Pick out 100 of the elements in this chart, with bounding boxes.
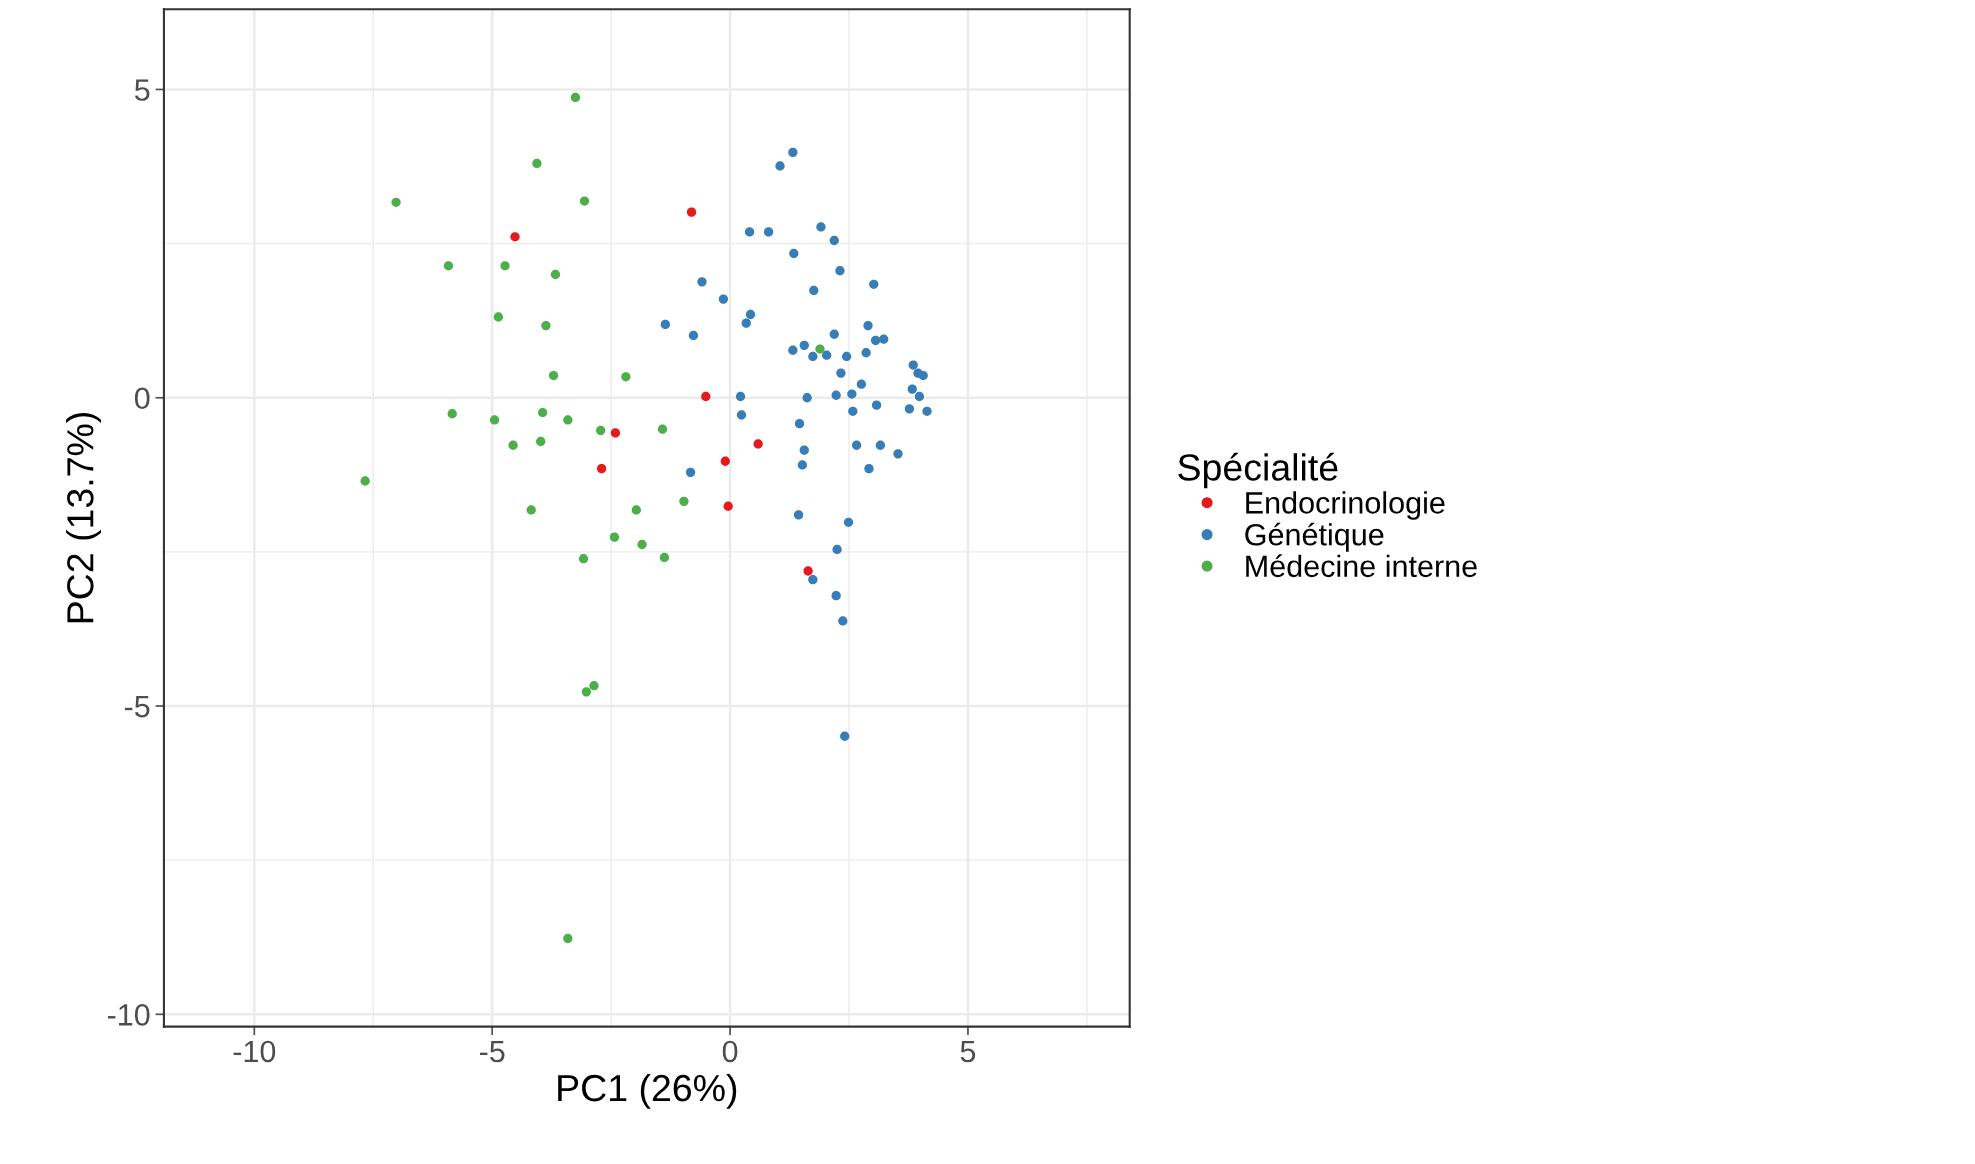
point	[838, 616, 848, 626]
point	[789, 248, 799, 259]
point	[908, 360, 918, 370]
point	[631, 505, 641, 515]
y-tick-label: -10	[107, 1004, 150, 1026]
point	[536, 436, 546, 447]
point	[914, 391, 925, 402]
point	[763, 227, 774, 237]
point	[609, 532, 620, 542]
point	[831, 390, 841, 400]
point	[843, 517, 854, 527]
point	[741, 318, 751, 328]
point	[788, 147, 798, 158]
legend-label: Endocrinologie	[1246, 491, 1445, 520]
point	[788, 345, 798, 355]
point	[685, 467, 696, 478]
point	[679, 496, 689, 506]
point	[686, 207, 697, 217]
point	[832, 544, 842, 555]
point	[736, 410, 747, 420]
point	[493, 312, 504, 322]
point	[831, 591, 841, 601]
point	[508, 440, 518, 450]
point	[851, 440, 862, 450]
point	[809, 285, 819, 296]
point	[659, 552, 670, 563]
point	[744, 227, 755, 237]
point	[918, 370, 928, 381]
point	[541, 320, 551, 331]
y-tick-label: -5	[124, 696, 150, 718]
point	[808, 351, 818, 362]
point	[532, 158, 542, 169]
point	[848, 406, 858, 416]
point	[869, 279, 879, 289]
point	[864, 464, 874, 474]
point	[718, 294, 729, 304]
point	[829, 329, 839, 339]
point	[510, 232, 520, 242]
point	[745, 309, 756, 320]
point	[775, 161, 785, 171]
point	[579, 196, 590, 206]
point	[621, 372, 631, 382]
point	[870, 335, 881, 346]
point	[793, 510, 804, 520]
point	[799, 340, 809, 350]
point	[803, 566, 813, 576]
point	[500, 261, 510, 271]
point	[657, 424, 668, 434]
point	[548, 370, 559, 381]
y-tick-label: 5	[134, 79, 150, 101]
point	[829, 235, 839, 246]
point	[589, 681, 599, 691]
point	[701, 391, 711, 402]
point	[856, 379, 867, 389]
point	[596, 425, 606, 436]
x-tick-label: 0	[722, 1040, 738, 1063]
point	[526, 505, 536, 515]
point	[861, 348, 871, 358]
point	[391, 197, 401, 207]
x-axis-title: PC1 (26%)	[558, 1073, 737, 1109]
point	[808, 574, 818, 585]
point	[563, 415, 573, 425]
y-axis-title: PC2 (13.7%)	[66, 412, 101, 623]
point	[447, 409, 457, 419]
point	[537, 407, 548, 418]
point	[847, 389, 857, 399]
point	[815, 344, 825, 354]
x-tick-label: 5	[960, 1040, 976, 1063]
point	[907, 384, 917, 394]
legend-title: Spécialité	[1178, 452, 1338, 489]
point	[893, 449, 903, 459]
point	[863, 320, 873, 331]
point	[841, 351, 852, 362]
point	[688, 330, 699, 341]
point	[821, 350, 832, 360]
point	[875, 440, 886, 450]
legend-label: Médecine interne	[1246, 554, 1477, 578]
point	[443, 261, 454, 271]
point	[904, 404, 915, 414]
point	[871, 400, 882, 410]
point	[922, 406, 932, 416]
point	[836, 368, 846, 378]
point	[879, 334, 889, 344]
legend-label: Génétique	[1245, 522, 1384, 552]
point	[610, 428, 621, 438]
point	[660, 319, 671, 330]
point	[360, 476, 370, 486]
point	[735, 391, 746, 402]
point	[570, 92, 581, 103]
point	[802, 393, 812, 403]
point	[581, 687, 592, 697]
x-tick-label: -5	[479, 1040, 505, 1063]
point	[563, 933, 573, 944]
point	[723, 501, 733, 511]
point	[489, 415, 500, 425]
point	[596, 464, 607, 474]
point	[799, 445, 809, 455]
y-tick-label: 0	[134, 387, 150, 410]
point	[794, 418, 805, 429]
point	[797, 460, 808, 470]
